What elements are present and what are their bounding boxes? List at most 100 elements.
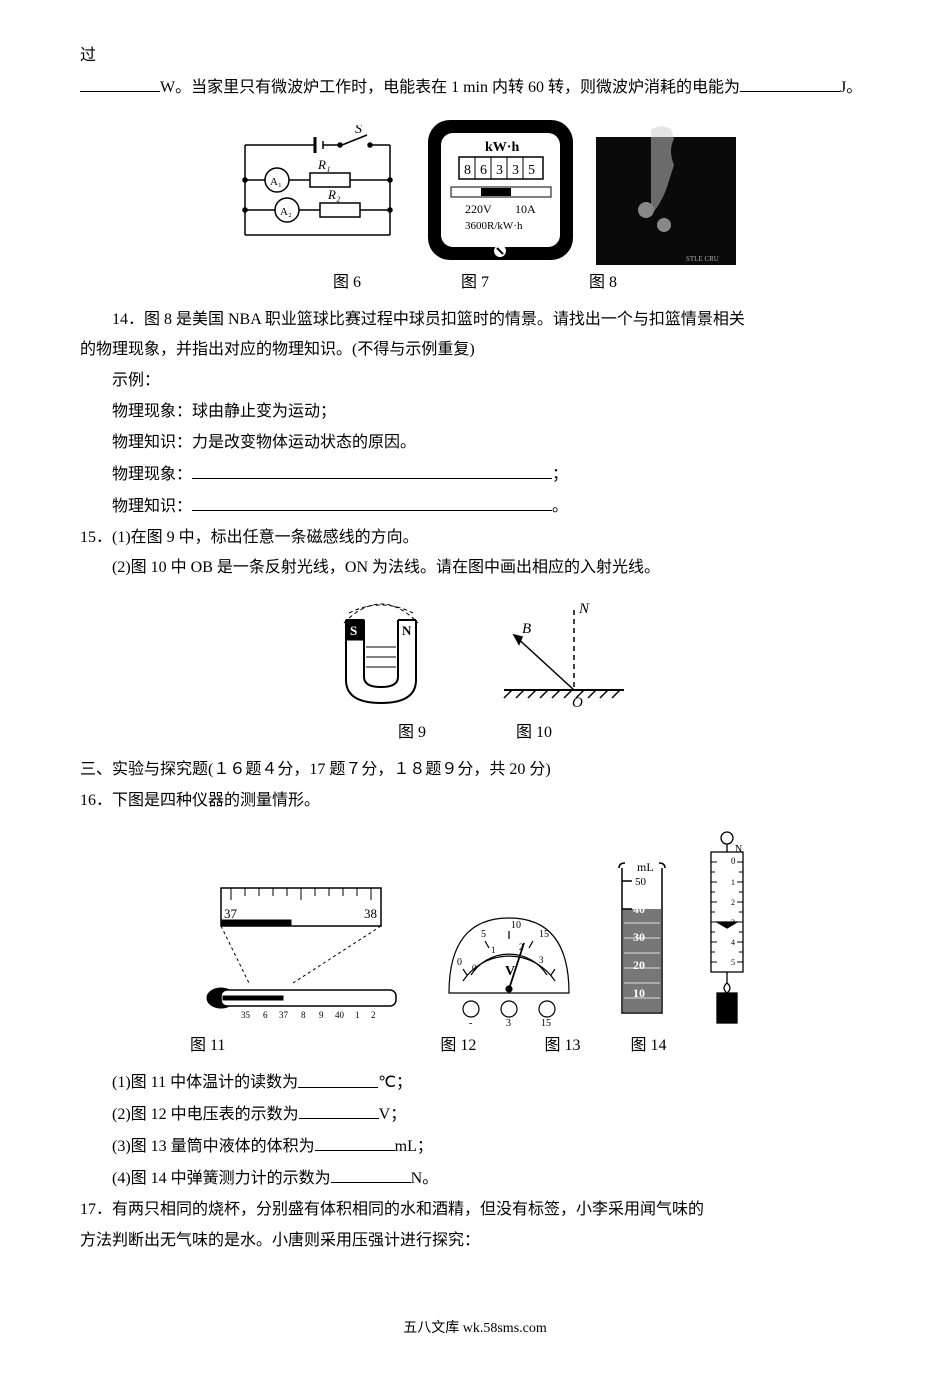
svg-text:2: 2 (371, 1010, 376, 1020)
svg-text:-: - (469, 1018, 472, 1028)
caption-fig6: 图 6 (333, 269, 361, 298)
svg-text:1: 1 (731, 878, 735, 887)
magnet-s-label: S (350, 623, 357, 638)
figure-7: kW·h 8 6 3 3 5 220V 10A 3600R/kW·h (423, 115, 578, 265)
svg-text:30: 30 (633, 930, 645, 944)
figures-row-9-10: S N N (80, 595, 870, 715)
svg-text:5: 5 (481, 929, 486, 940)
q17-line2: 方法判断出无气味的是水。小唐则采用压强计进行探究： (80, 1227, 870, 1256)
figure-8: STLE CRU (596, 115, 736, 265)
blank-volt (299, 1100, 379, 1119)
svg-text:3: 3 (512, 163, 519, 178)
thermometer-diagram: 37 38 35 6 37 8 9 40 1 2 (191, 868, 411, 1028)
caption-fig9: 图 9 (398, 719, 426, 748)
svg-text:0: 0 (731, 856, 736, 866)
caption-fig10: 图 10 (516, 719, 552, 748)
caption-fig7: 图 7 (461, 269, 489, 298)
resistor-2-label: R₂ (327, 187, 341, 202)
voltmeter-diagram: 0 5 10 15 0 1 2 3 V - 3 15 (429, 893, 589, 1028)
q16-sub1: (1)图 11 中体温计的读数为℃； (80, 1068, 870, 1098)
magnet-n-label: N (402, 623, 412, 638)
q16-sub2: (2)图 12 中电压表的示数为V； (80, 1100, 870, 1130)
caption-fig12: 图 12 (440, 1032, 476, 1061)
figures-row-6-7-8: S A₁ R₁ A₂ R₂ (80, 115, 870, 265)
q14-answer-knowledge: 物理知识：。 (80, 492, 870, 522)
q16-intro: 16．下图是四种仪器的测量情形。 (80, 787, 870, 816)
electric-meter: kW·h 8 6 3 3 5 220V 10A 3600R/kW·h (423, 115, 578, 265)
svg-text:15: 15 (541, 1018, 551, 1028)
ammeter-2-label: A₂ (280, 206, 292, 218)
svg-text:6: 6 (263, 1010, 268, 1020)
svg-text:20: 20 (633, 958, 645, 972)
figure-11: 37 38 35 6 37 8 9 40 1 2 (191, 868, 411, 1028)
meter-unit: kW·h (485, 140, 519, 155)
meter-volt: 220V (465, 202, 492, 216)
ray-b-label: B (522, 621, 531, 637)
spring-scale-diagram: N 0 1 2 3 4 (695, 828, 760, 1028)
svg-text:10: 10 (633, 986, 645, 1000)
figure-6: S A₁ R₁ A₂ R₂ (215, 125, 405, 255)
therm-37: 37 (224, 906, 238, 921)
svg-text:9: 9 (319, 1010, 324, 1020)
continuation-text-2: W。当家里只有微波炉工作时，电能表在 1 min 内转 60 转，则微波炉消耗的… (80, 73, 870, 103)
q16-sub3: (3)图 13 量筒中液体的体积为mL； (80, 1132, 870, 1162)
q17-line1: 17．有两只相同的烧杯，分别盛有体积相同的水和酒精，但没有标签，小李采用闻气味的 (80, 1196, 870, 1225)
svg-text:8: 8 (464, 163, 471, 178)
spring-unit: N (735, 844, 742, 855)
phenomenon-label: 物理现象： (112, 466, 192, 483)
svg-text:40: 40 (633, 902, 645, 916)
svg-text:15: 15 (539, 929, 549, 940)
svg-text:2: 2 (731, 898, 735, 907)
blank-power-w (80, 73, 160, 92)
section-3-heading: 三、实验与探究题(１６题４分，17 题７分，１８题９分，共 20 分) (80, 756, 870, 785)
svg-text:0: 0 (457, 957, 462, 968)
svg-text:40: 40 (335, 1010, 345, 1020)
q15-line2: (2)图 10 中 OB 是一条反射光线，ON 为法线。请在图中画出相应的入射光… (80, 554, 870, 583)
caption-fig14: 图 14 (630, 1032, 666, 1061)
semicolon-1: ； (552, 466, 568, 483)
svg-text:3: 3 (539, 955, 544, 965)
magnet-diagram: S N (316, 595, 446, 715)
cylinder-diagram: mL 50 40 30 20 10 (607, 853, 677, 1028)
figure-13: mL 50 40 30 20 10 (607, 853, 677, 1028)
svg-text:50: 50 (635, 876, 647, 888)
figure-9: S N (316, 595, 446, 715)
svg-text:4: 4 (731, 938, 735, 947)
circuit-diagram: S A₁ R₁ A₂ R₂ (215, 125, 405, 255)
q14-line2: 的物理现象，并指出对应的物理知识。(不得与示例重复) (80, 336, 870, 365)
blank-energy-j (740, 73, 840, 92)
caption-row-1: 图 6 图 7 图 8 (80, 269, 870, 298)
svg-text:5: 5 (528, 163, 535, 178)
svg-text:3: 3 (506, 1018, 511, 1028)
q14-example-phenomenon: 物理现象：球由静止变为运动； (80, 398, 870, 427)
svg-text:6: 6 (480, 163, 487, 178)
meter-rate: 3600R/kW·h (465, 220, 523, 232)
blank-knowledge (192, 492, 552, 511)
basketball-photo: STLE CRU (596, 115, 736, 265)
figure-12: 0 5 10 15 0 1 2 3 V - 3 15 (429, 893, 589, 1028)
figure-10: N B O (464, 595, 634, 715)
caption-row-3: 图 11 图 12 图 13 图 14 (80, 1032, 870, 1061)
meter-amp: 10A (515, 202, 536, 216)
origin-label: O (572, 695, 583, 711)
blank-temp (298, 1068, 378, 1087)
svg-text:0: 0 (472, 963, 477, 973)
q14-answer-phenomenon: 物理现象： ； (80, 460, 870, 490)
knowledge-label: 物理知识： (112, 498, 192, 515)
svg-text:35: 35 (241, 1010, 251, 1020)
resistor-1-label: R₁ (317, 157, 330, 172)
svg-text:10: 10 (511, 920, 521, 931)
text-w: W。当家里只有微波炉工作时，电能表在 1 min 内转 60 转，则微波炉消耗的… (160, 79, 740, 96)
svg-text:5: 5 (731, 958, 735, 967)
therm-38: 38 (364, 906, 377, 921)
svg-text:3: 3 (496, 163, 503, 178)
svg-text:STLE CRU: STLE CRU (686, 255, 719, 263)
footer-text: 五八文库 wk.58sms.com (80, 1316, 870, 1341)
svg-text:37: 37 (279, 1010, 289, 1020)
q14-line1: 14．图 8 是美国 NBA 职业篮球比赛过程中球员扣篮时的情景。请找出一个与扣… (80, 306, 870, 335)
blank-volume (315, 1132, 395, 1151)
caption-fig13: 图 13 (544, 1032, 580, 1061)
figure-14: N 0 1 2 3 4 (695, 828, 760, 1028)
blank-force (331, 1164, 411, 1183)
svg-text:8: 8 (301, 1010, 306, 1020)
